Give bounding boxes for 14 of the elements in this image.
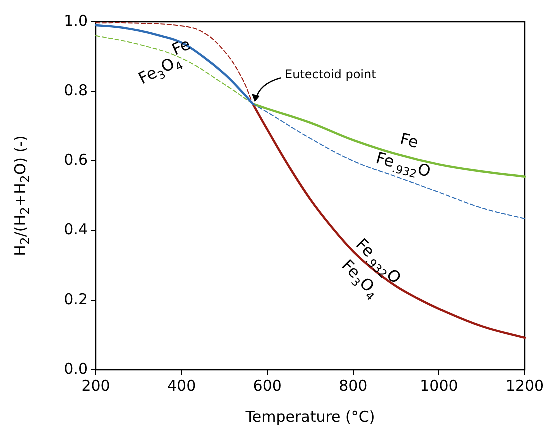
y-tick-label: 0.2: [64, 290, 88, 308]
y-tick-label: 0.6: [64, 151, 88, 170]
x-tick-label: 600: [253, 376, 282, 395]
x-tick-label: 800: [339, 376, 368, 395]
y-tick-label: 1.0: [64, 12, 88, 30]
x-tick-label: 1000: [420, 376, 458, 395]
x-axis-title: Temperature (°C): [244, 408, 376, 426]
x-tick-label: 1200: [506, 376, 544, 395]
x-tick-label: 400: [167, 376, 196, 395]
annotation: Eutectoid point: [285, 67, 377, 82]
y-tick-label: 0.4: [64, 220, 88, 239]
y-tick-label: 0.8: [64, 81, 88, 100]
x-tick-label: 200: [82, 376, 110, 395]
y-tick-label: 0.0: [64, 360, 88, 378]
